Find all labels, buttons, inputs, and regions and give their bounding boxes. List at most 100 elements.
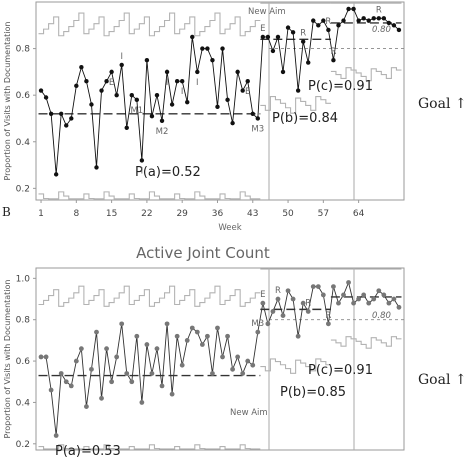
data-point <box>63 379 69 385</box>
data-point <box>316 23 321 28</box>
data-point <box>215 104 220 110</box>
annotation-label: E <box>245 87 250 97</box>
data-point <box>240 88 245 93</box>
center-line-label-2: P(b)=0.84 <box>272 111 338 126</box>
data-point <box>275 34 281 40</box>
data-point <box>230 120 235 126</box>
data-point <box>290 296 296 302</box>
data-point <box>290 30 296 35</box>
data-point <box>361 16 366 21</box>
x-tick-label: 29 <box>176 209 188 219</box>
data-point <box>78 346 84 352</box>
x-tick-label: 36 <box>212 209 224 219</box>
data-point <box>174 333 180 339</box>
center-line-label-1: P(a)=0.52 <box>135 165 201 180</box>
data-point <box>396 304 402 310</box>
x-tick-label: 64 <box>353 209 365 219</box>
annotation-label: I <box>141 166 144 176</box>
new-aim-label: New Aim <box>230 408 268 418</box>
plot-frame <box>35 1 405 201</box>
data-point <box>381 16 387 21</box>
data-point <box>225 333 230 339</box>
x-tick-label: 57 <box>318 209 329 219</box>
x-tick-label: 22 <box>141 209 152 219</box>
data-point <box>169 102 175 107</box>
data-point <box>134 97 140 103</box>
data-point <box>331 58 336 63</box>
data-point <box>53 172 59 177</box>
data-point <box>99 88 104 93</box>
y-tick-label: 1.0 <box>16 274 31 284</box>
data-point <box>59 111 64 117</box>
y-axis-label: Proportion of Visits with Documentation <box>3 21 12 180</box>
data-point <box>48 111 54 117</box>
data-point <box>94 329 99 335</box>
data-point <box>300 300 306 306</box>
data-point <box>129 379 135 385</box>
data-point <box>149 371 155 376</box>
data-point <box>84 404 89 409</box>
data-point <box>144 342 150 347</box>
data-point <box>366 300 372 306</box>
data-point <box>381 292 387 298</box>
data-point <box>114 354 120 360</box>
upper-control-limit-1 <box>38 285 261 307</box>
chart-1: 0.80 New Aim P(a)=0.52 P(b)=0.84 P(c)=0.91 E I… <box>3 1 467 233</box>
data-point <box>53 433 59 438</box>
data-point <box>189 325 195 331</box>
aim-value-label: 0.80 <box>372 25 391 35</box>
data-point <box>169 391 175 397</box>
data-point <box>255 116 261 121</box>
annotation-label: I <box>196 78 199 88</box>
aim-value-label: 0.80 <box>372 311 391 321</box>
data-point <box>270 309 276 314</box>
data-point <box>326 27 331 33</box>
data-point <box>114 92 119 98</box>
annotation-label: R <box>376 5 382 15</box>
x-tick-label: 43 <box>247 209 258 219</box>
data-point <box>84 79 89 84</box>
data-point <box>134 333 140 339</box>
data-point <box>371 16 376 21</box>
annotation-label: I <box>166 78 169 88</box>
data-point <box>119 321 125 327</box>
lower-control-limit-1 <box>38 191 261 200</box>
data-point <box>74 83 79 89</box>
data-point <box>58 371 64 376</box>
data-point <box>124 125 129 130</box>
data-point <box>245 358 251 364</box>
data-point <box>351 300 356 306</box>
data-point <box>220 354 225 360</box>
center-line-label-1: P(a)=0.53 <box>55 444 121 459</box>
data-point <box>321 18 326 23</box>
data-point <box>265 321 271 327</box>
data-point <box>109 69 114 75</box>
data-point <box>185 99 190 105</box>
lower-control-limit-1 <box>38 444 261 450</box>
annotation-label: E <box>260 24 265 34</box>
data-point <box>351 6 356 12</box>
data-point <box>220 46 225 51</box>
annotation-label: R <box>330 47 336 57</box>
data-point <box>245 79 250 84</box>
data-point <box>325 321 331 327</box>
data-point <box>149 113 155 119</box>
y-tick-label: 0.6 <box>16 357 31 367</box>
data-point <box>356 18 361 23</box>
data-point <box>240 371 246 376</box>
annotation-label: R <box>325 311 331 321</box>
data-point <box>376 16 381 21</box>
data-point <box>210 371 215 376</box>
data-point <box>204 333 210 339</box>
data-point <box>199 342 205 347</box>
data-point <box>255 329 261 335</box>
data-point <box>179 79 185 84</box>
data-point <box>144 58 150 63</box>
y-tick-label: 0.6 <box>16 91 31 101</box>
data-point <box>331 284 336 290</box>
data-point <box>89 366 94 372</box>
data-point <box>371 296 377 302</box>
data-point <box>109 379 115 385</box>
data-point <box>311 18 316 23</box>
